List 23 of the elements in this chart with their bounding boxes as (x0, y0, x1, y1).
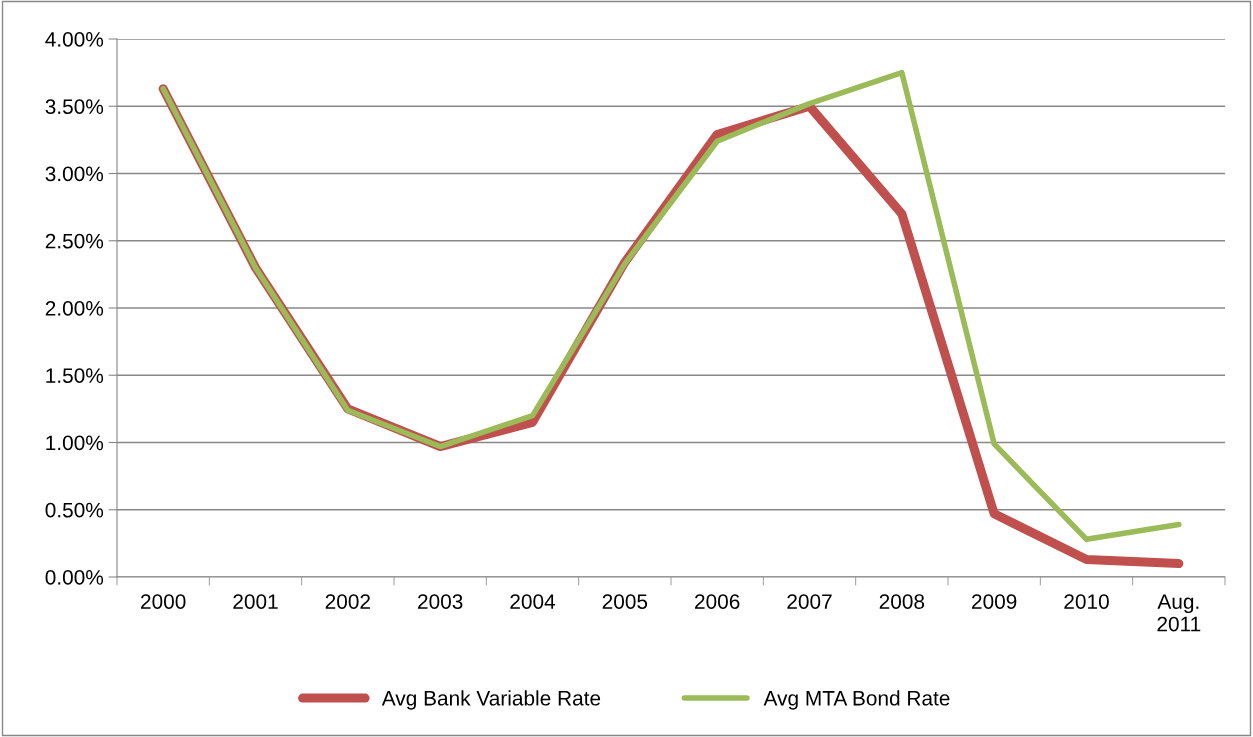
y-tick-label: 0.00% (45, 570, 104, 585)
x-tick-label: 2003 (418, 594, 463, 609)
y-tick-label: 4.00% (45, 32, 104, 47)
y-tick-label: 1.00% (46, 435, 104, 451)
y-tick-label: 3.00% (45, 166, 104, 182)
y-tick-label: 2.50% (45, 233, 104, 249)
y-tick-label: 3.50% (45, 99, 104, 114)
x-tick-label: 2008 (879, 594, 925, 609)
x-tick-label: 2002 (325, 594, 370, 609)
y-tick-label: 2.00% (45, 301, 104, 316)
x-tick-label: 2006 (695, 594, 740, 609)
x-tick-label: 2009 (972, 594, 1017, 609)
y-tick-label: 1.50% (46, 368, 104, 383)
legend-label: Avg Bank Variable Rate (381, 690, 601, 710)
x-tick-label: 2007 (787, 594, 832, 609)
x-tick-label: 2004 (510, 594, 556, 609)
x-tick-label: 2001 (233, 594, 278, 609)
legend-label: Avg MTA Bond Rate (763, 690, 950, 710)
x-tick-label: 2005 (602, 594, 648, 609)
x-tick-label: 2000 (141, 594, 186, 609)
x-tick-label: Aug. 2011 (1157, 594, 1201, 632)
x-tick-label: 2010 (1064, 594, 1109, 609)
y-tick-label: 0.50% (45, 502, 104, 518)
